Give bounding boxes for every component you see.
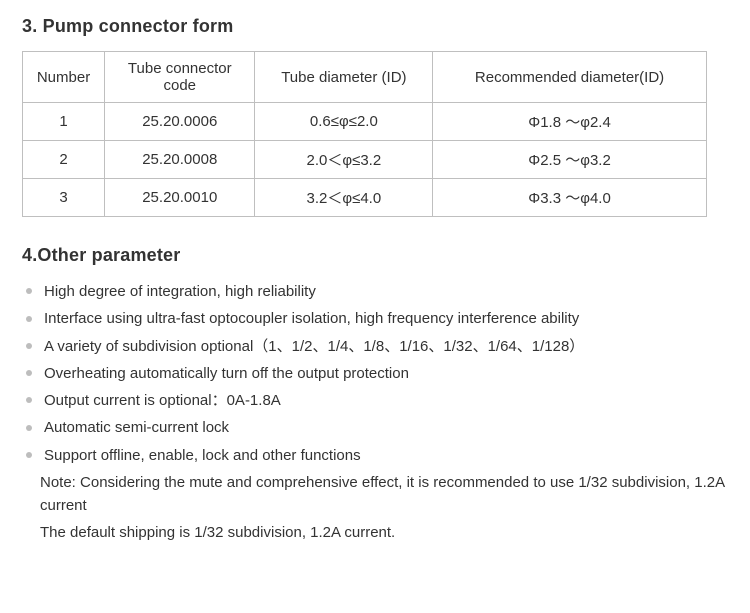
cell-recommended: Φ1.8 ～φ2.4: [433, 103, 707, 141]
list-item: Support offline, enable, lock and other …: [26, 444, 728, 467]
pump-connector-table: Number Tube connector code Tube diameter…: [22, 51, 707, 217]
note-line: The default shipping is 1/32 subdivision…: [22, 521, 728, 544]
cell-code: 25.20.0006: [105, 103, 255, 141]
note-line: Note: Considering the mute and comprehen…: [22, 471, 728, 518]
cell-number: 3: [23, 179, 105, 217]
section-3-title: 3. Pump connector form: [22, 16, 728, 37]
col-header-number: Number: [23, 52, 105, 103]
cell-diameter: 2.0＜φ≤3.2: [255, 141, 433, 179]
table-row: 1 25.20.0006 0.6≤φ≤2.0 Φ1.8 ～φ2.4: [23, 103, 707, 141]
list-item: A variety of subdivision optional（1、1/2、…: [26, 335, 728, 358]
list-item: Interface using ultra-fast optocoupler i…: [26, 307, 728, 330]
cell-number: 2: [23, 141, 105, 179]
list-item: Overheating automatically turn off the o…: [26, 362, 728, 385]
list-item: Automatic semi-current lock: [26, 416, 728, 439]
cell-diameter: 3.2＜φ≤4.0: [255, 179, 433, 217]
list-item: Output current is optional：0A-1.8A: [26, 389, 728, 412]
cell-code: 25.20.0010: [105, 179, 255, 217]
col-header-recommended: Recommended diameter(ID): [433, 52, 707, 103]
col-header-diameter: Tube diameter (ID): [255, 52, 433, 103]
table-row: 3 25.20.0010 3.2＜φ≤4.0 Φ3.3 ～φ4.0: [23, 179, 707, 217]
cell-recommended: Φ3.3 ～φ4.0: [433, 179, 707, 217]
table-header-row: Number Tube connector code Tube diameter…: [23, 52, 707, 103]
col-header-code: Tube connector code: [105, 52, 255, 103]
cell-recommended: Φ2.5 ～φ3.2: [433, 141, 707, 179]
cell-number: 1: [23, 103, 105, 141]
list-item: High degree of integration, high reliabi…: [26, 280, 728, 303]
cell-diameter: 0.6≤φ≤2.0: [255, 103, 433, 141]
section-4-title: 4.Other parameter: [22, 245, 728, 266]
table-row: 2 25.20.0008 2.0＜φ≤3.2 Φ2.5 ～φ3.2: [23, 141, 707, 179]
other-parameter-list: High degree of integration, high reliabi…: [26, 280, 728, 467]
cell-code: 25.20.0008: [105, 141, 255, 179]
